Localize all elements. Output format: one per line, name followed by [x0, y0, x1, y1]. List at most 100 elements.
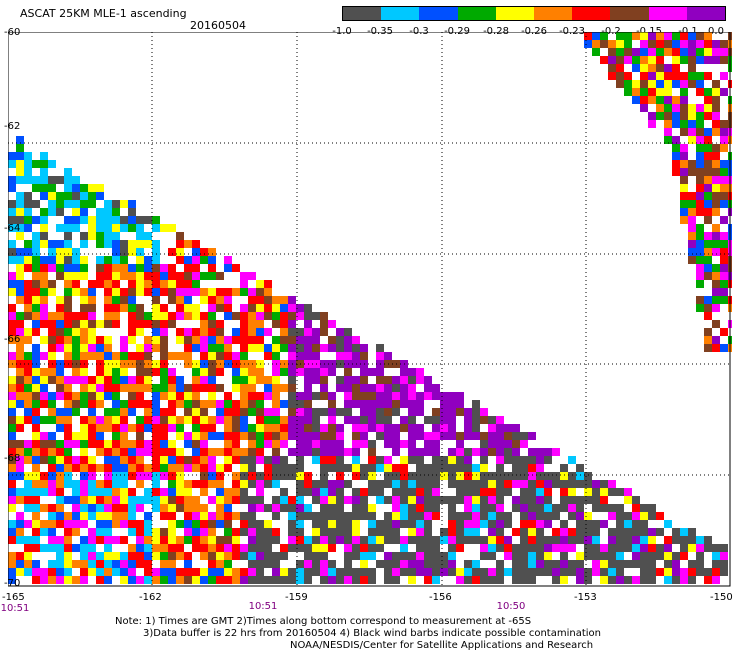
data-cell [184, 400, 192, 408]
data-cell [72, 208, 80, 216]
data-cell [192, 504, 200, 512]
data-cell [152, 408, 160, 416]
data-cell [64, 336, 72, 344]
data-cell [16, 288, 24, 296]
data-cell [704, 304, 712, 312]
data-cell [32, 528, 40, 536]
data-cell [200, 464, 208, 472]
data-cell [216, 416, 224, 424]
data-cell [224, 344, 232, 352]
data-cell [600, 504, 608, 512]
data-cell [72, 368, 80, 376]
lat-label: -66 [4, 334, 21, 345]
data-cell [720, 328, 728, 336]
data-cell [112, 568, 120, 576]
data-cell [384, 392, 392, 400]
data-cell [208, 272, 216, 280]
data-cell [408, 528, 416, 536]
data-cell [592, 40, 600, 48]
data-cell [344, 416, 352, 424]
data-cell [704, 312, 712, 320]
data-cell [56, 392, 64, 400]
lon-label: -150 [710, 592, 733, 603]
data-cell [304, 320, 312, 328]
data-cell [352, 568, 360, 576]
data-cell [184, 488, 192, 496]
data-cell [424, 552, 432, 560]
data-cell [448, 544, 456, 552]
data-cell [432, 408, 440, 416]
data-cell [64, 312, 72, 320]
data-cell [680, 72, 688, 80]
data-cell [504, 536, 512, 544]
data-cell [120, 488, 128, 496]
data-cell [96, 488, 104, 496]
data-cell [144, 400, 152, 408]
data-cell [296, 416, 304, 424]
data-cell [208, 424, 216, 432]
data-cell [96, 376, 104, 384]
data-cell [336, 344, 344, 352]
data-cell [8, 528, 16, 536]
data-cell [480, 480, 488, 488]
data-cell [160, 488, 168, 496]
data-cell [592, 552, 600, 560]
data-cell [24, 312, 32, 320]
data-cell [192, 544, 200, 552]
data-cell [88, 336, 96, 344]
data-cell [40, 528, 48, 536]
data-cell [640, 536, 648, 544]
data-cell [688, 64, 696, 72]
data-cell [680, 176, 688, 184]
data-cell [24, 552, 32, 560]
data-cell [112, 520, 120, 528]
data-cells [8, 32, 732, 584]
data-cell [560, 496, 568, 504]
data-cell [640, 568, 648, 576]
data-cell [576, 512, 584, 520]
data-cell [24, 376, 32, 384]
data-cell [648, 512, 656, 520]
lat-label: -60 [4, 27, 21, 38]
data-cell [304, 376, 312, 384]
data-cell [64, 232, 72, 240]
data-cell [304, 488, 312, 496]
data-cell [56, 272, 64, 280]
data-cell [520, 488, 528, 496]
data-cell [640, 528, 648, 536]
data-cell [368, 384, 376, 392]
data-cell [224, 552, 232, 560]
colorbar-segment [343, 7, 382, 20]
data-cell [112, 432, 120, 440]
data-cell [96, 184, 104, 192]
data-cell [416, 400, 424, 408]
data-cell [112, 472, 120, 480]
data-cell [136, 440, 144, 448]
data-cell [312, 480, 320, 488]
data-cell [288, 568, 296, 576]
data-cell [688, 528, 696, 536]
data-cell [32, 448, 40, 456]
data-cell [680, 48, 688, 56]
data-cell [304, 448, 312, 456]
data-cell [152, 280, 160, 288]
data-cell [152, 224, 160, 232]
data-cell [80, 320, 88, 328]
data-cell [248, 304, 256, 312]
data-cell [208, 248, 216, 256]
data-cell [688, 224, 696, 232]
data-cell [40, 440, 48, 448]
data-cell [16, 160, 24, 168]
data-cell [696, 128, 704, 136]
data-cell [272, 368, 280, 376]
data-cell [568, 488, 576, 496]
data-cell [288, 392, 296, 400]
data-cell [8, 416, 16, 424]
data-cell [112, 232, 120, 240]
data-cell [288, 512, 296, 520]
data-cell [152, 304, 160, 312]
data-cell [80, 328, 88, 336]
data-cell [584, 576, 592, 584]
data-cell [24, 192, 32, 200]
data-cell [248, 384, 256, 392]
